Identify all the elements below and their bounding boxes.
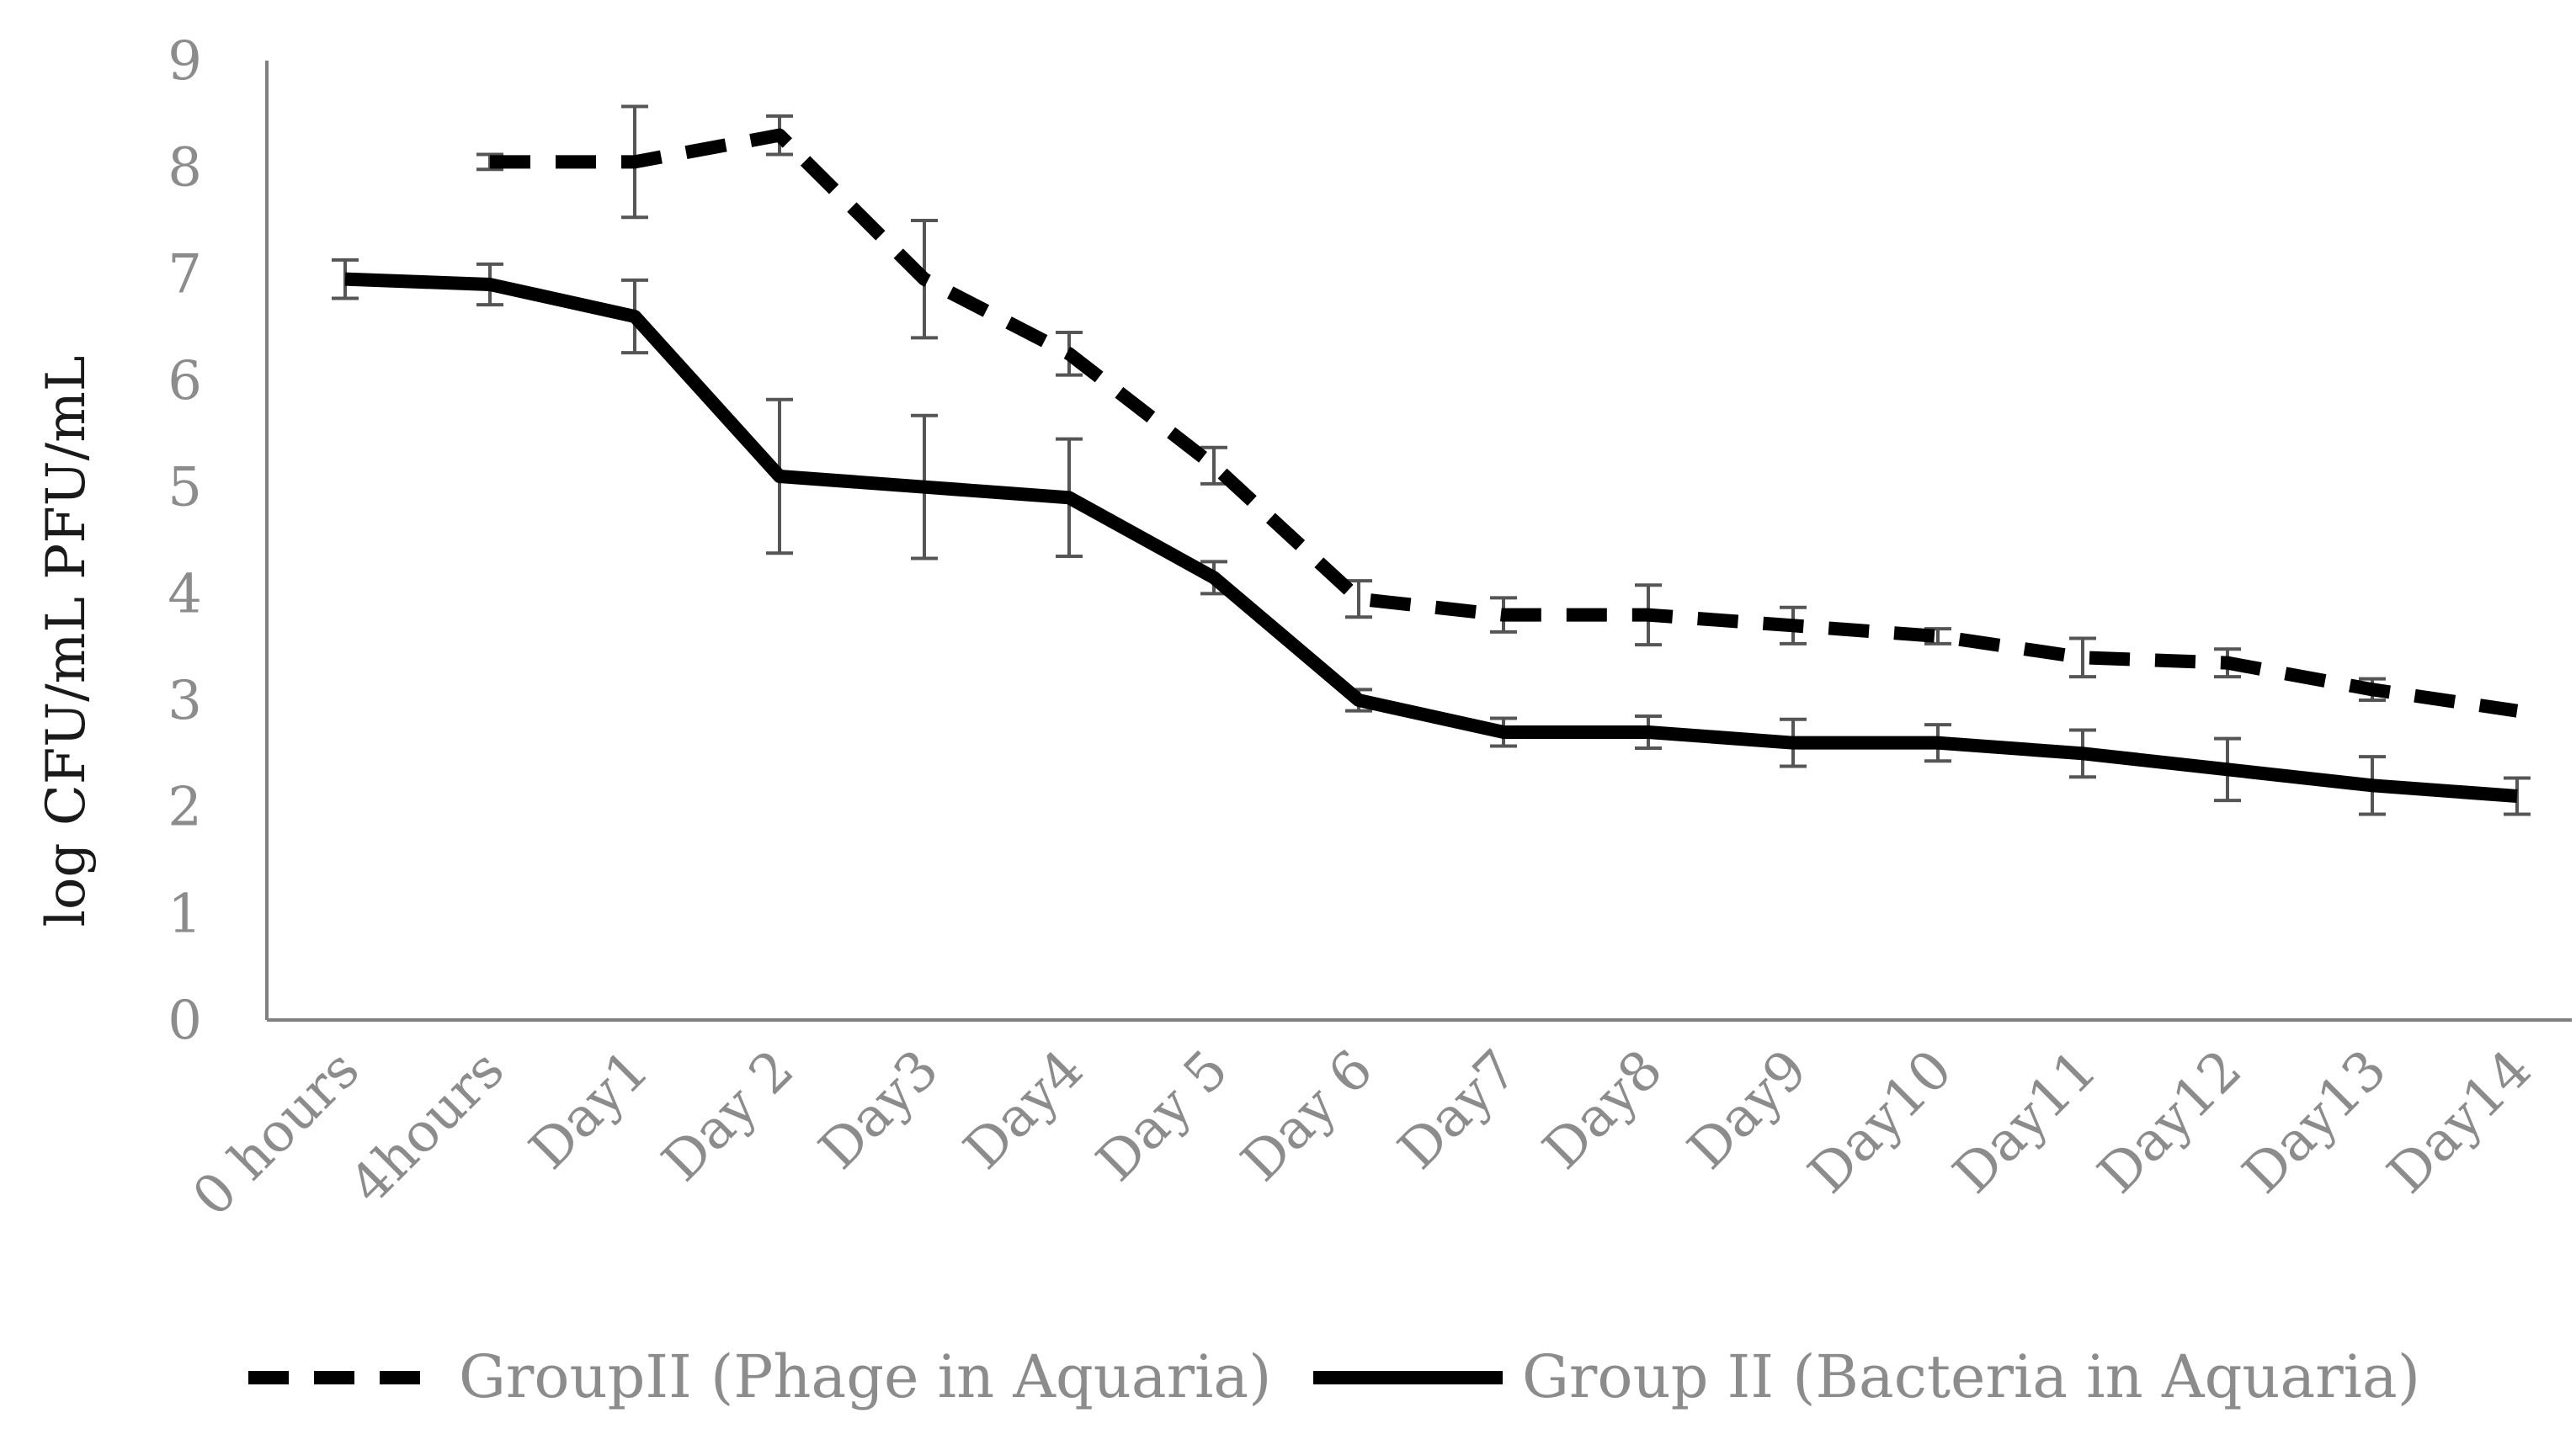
series-lines <box>344 128 2519 803</box>
error-bar <box>1200 445 1227 486</box>
y-tick-label: 3 <box>168 670 202 732</box>
y-tick-label: 1 <box>168 883 202 945</box>
x-tick-label: Day11 <box>1942 1039 2110 1206</box>
y-tick-label: 5 <box>168 457 202 519</box>
x-tick-label: Day7 <box>1386 1039 1530 1182</box>
x-tick-label: Day4 <box>952 1039 1095 1182</box>
error-bar <box>2069 636 2096 679</box>
y-tick-label: 9 <box>168 30 202 93</box>
y-tick-label: 2 <box>168 777 202 839</box>
x-tick-label: Day14 <box>2376 1039 2544 1206</box>
error-bar <box>1924 627 1951 645</box>
x-tick-label: 0 hours <box>181 1039 371 1229</box>
legend-label-bacteria: Group II (Bacteria in Aquaria) <box>1522 1342 2420 1411</box>
x-tick-label: Day 6 <box>1230 1039 1385 1193</box>
x-tick-label: Day 5 <box>1085 1039 1240 1193</box>
y-tick-labels: 0 1 2 3 4 5 6 7 8 9 <box>168 30 202 1052</box>
x-tick-label: 4hours <box>338 1039 517 1217</box>
x-tick-label: Day12 <box>2087 1039 2254 1206</box>
x-tick-label: Day13 <box>2232 1039 2399 1206</box>
series-line-bacteria <box>344 272 2518 803</box>
x-tick-label: Day10 <box>1797 1039 1965 1206</box>
legend: GroupII (Phage in Aquaria) Group II (Bac… <box>248 1342 2420 1411</box>
x-tick-label: Day3 <box>807 1039 950 1182</box>
legend-label-phage: GroupII (Phage in Aquaria) <box>459 1342 1271 1411</box>
y-tick-label: 4 <box>168 563 202 625</box>
legend-item-bacteria: Group II (Bacteria in Aquaria) <box>1313 1342 2420 1411</box>
y-axis-label: log CFU/mL PFU/mL <box>35 356 98 927</box>
y-tick-label: 8 <box>168 137 202 199</box>
x-tick-label: Day1 <box>518 1039 661 1182</box>
x-tick-label: Day8 <box>1531 1039 1674 1182</box>
error-bars <box>332 104 2531 816</box>
series-line-phage <box>490 128 2519 718</box>
y-tick-label: 0 <box>168 990 202 1052</box>
error-bar <box>1345 579 1372 619</box>
y-tick-label: 7 <box>168 243 202 305</box>
axes <box>265 61 2572 1022</box>
y-tick-label: 6 <box>168 350 202 412</box>
x-tick-label: Day 2 <box>651 1039 806 1193</box>
legend-item-phage: GroupII (Phage in Aquaria) <box>248 1342 1271 1411</box>
